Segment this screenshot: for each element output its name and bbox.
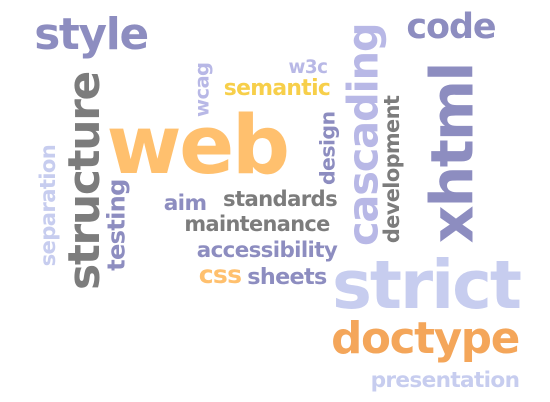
word-w3c: w3c	[288, 56, 328, 78]
word-style: style	[34, 9, 149, 61]
word-maintenance: maintenance	[184, 211, 330, 236]
word-separation: separation	[35, 145, 61, 267]
word-css: css	[198, 259, 242, 289]
word-aim: aim	[163, 191, 207, 217]
word-code: code	[406, 6, 496, 47]
word-testing: testing	[102, 179, 131, 272]
word-structure: structure	[59, 71, 111, 290]
word-web: web	[106, 99, 291, 194]
word-strict: strict	[332, 246, 522, 325]
word-doctype: doctype	[331, 314, 520, 365]
word-development: development	[380, 95, 405, 243]
word-semantic: semantic	[223, 76, 331, 102]
word-sheets: sheets	[247, 263, 327, 290]
word-accessibility: accessibility	[196, 238, 338, 264]
word-standards: standards	[223, 186, 338, 212]
word-xhtml: xhtml	[418, 62, 487, 244]
word-presentation: presentation	[370, 368, 520, 394]
word-design: design	[315, 111, 340, 185]
word-cascading: cascading	[338, 23, 388, 247]
